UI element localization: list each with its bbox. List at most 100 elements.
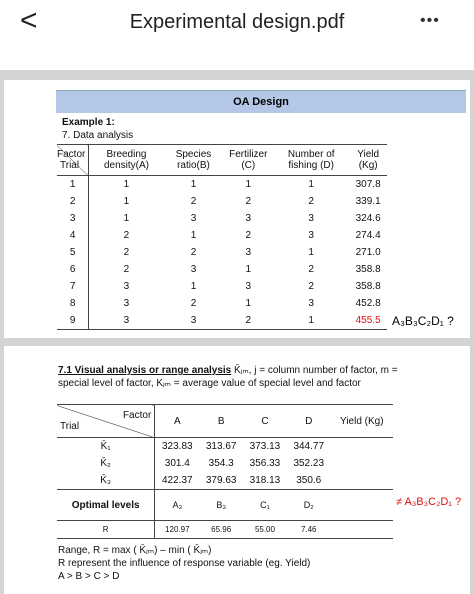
cell: 452.8 [355,298,381,309]
row: 4 2 1 2 3 274.4 [57,227,387,244]
cell: 356.33 [249,458,281,469]
cell: K̄₃ [57,472,156,490]
top-bar: < Experimental design.pdf ••• [0,0,474,70]
cell: 1 [123,179,130,190]
corner-bottom: Trial [60,421,80,432]
cell: 120.97 [154,520,200,539]
cell: 3 [245,281,252,292]
cell: 2 [308,281,314,292]
cell [330,520,393,539]
back-button[interactable]: < [20,4,38,37]
cell: K̄₂ [57,455,156,472]
cell: 7.46 [286,520,331,539]
slide: 7.1 Visual analysis or range analysis K̄… [4,346,470,594]
cell: 318.13 [249,475,281,486]
row: K̄₂ 301.4 354.3 356.33 352.23 [57,455,393,472]
cell: B₃ [199,489,244,521]
row: 5 2 2 3 1 271.0 [57,244,387,261]
range-table: Factor Trial A B C D Yield (Kg) K̄₁ 323.83 313.67… [57,404,393,539]
cell: 1 [190,230,197,241]
cell: 3 [57,210,90,227]
cell: 2 [190,247,197,258]
cell: D₂ [286,489,331,521]
cell: 354.3 [208,458,234,469]
annotation: A₃B₃C₂D₁ ? [392,314,454,328]
cell: 455.5 [349,312,387,330]
cell: 3 [308,213,314,224]
cell: 3 [163,312,224,330]
cell: 352.23 [293,458,325,469]
cell: 358.8 [355,264,381,275]
cell: 2 [123,264,130,275]
note: Range, R = max ( K̄ⱼₘ) – min ( K̄ⱼₘ) [58,545,212,556]
cell: 301.4 [164,458,190,469]
header-row: Factor Trial Breeding density(A) Species ra… [57,144,387,176]
cell: 3 [88,312,164,330]
row: 3 1 3 3 3 324.6 [57,210,387,227]
cell: 1 [123,213,130,224]
cell: 1 [308,247,314,258]
header-cell: Fertilizer (C) [223,144,274,176]
row: K̄₁ 323.83 313.67 373.13 344.77 [57,437,393,456]
header-cell: D [286,404,331,438]
corner-top: Factor [122,410,152,421]
cell: 65.96 [199,520,244,539]
cell: 422.37 [161,475,193,486]
note: A > B > C > D [58,571,120,582]
cell: 324.6 [355,213,381,224]
cell: 2 [223,312,274,330]
cell: 307.8 [355,179,381,190]
row: 1 1 1 1 1 307.8 [57,175,387,193]
corner-cell: Factor Trial [57,404,156,438]
cell [331,455,393,472]
cell: 1 [308,179,314,190]
cell: K̄₁ [57,437,156,455]
note: R represent the influence of response va… [58,558,311,569]
row: 2 1 2 2 2 339.1 [57,193,387,210]
cell: 5 [57,244,90,261]
row: Optimal levels A₃ B₃ C₁ D₂ [57,489,393,521]
cell: 3 [190,213,197,224]
cell: 3 [308,298,314,309]
cell: 2 [245,196,252,207]
cell: 313.67 [205,441,237,452]
row: 6 2 3 1 2 358.8 [57,261,387,278]
notes: Range, R = max ( K̄ⱼₘ) – min ( K̄ⱼₘ) R r… [58,544,310,583]
cell: 379.63 [205,475,237,486]
cell: 274.4 [355,230,381,241]
banner: OA Design [56,90,466,113]
cell: 1 [190,179,197,190]
cell: C₁ [243,489,287,521]
header-cell: A [154,404,200,438]
cell: 3 [123,298,130,309]
header-cell: Breeding density(A) [88,144,164,176]
data-table: Factor Trial Breeding density(A) Species ra… [57,144,387,330]
menu-button[interactable]: ••• [420,12,440,29]
cell: 2 [123,230,130,241]
cell: R [57,520,156,539]
cell: 4 [57,227,90,244]
cell: 344.77 [293,441,325,452]
corner-bottom: Trial [60,160,80,171]
cell [331,438,393,456]
header-row: Factor Trial A B C D Yield (Kg) [57,404,393,438]
cell: 3 [245,247,252,258]
cell: 2 [123,247,130,258]
row: 9 3 3 2 1 455.5 [57,312,387,330]
cell: 2 [190,196,197,207]
cell: 271.0 [355,247,381,258]
cell: 1 [57,175,90,193]
header-cell: Yield (Kg) [349,144,387,176]
corner-cell: Factor Trial [57,144,90,176]
header-cell: Species ratio(B) [163,144,224,176]
cell: 2 [57,193,90,210]
cell: 2 [190,298,197,309]
row: R 120.97 65.96 55.00 7.46 [57,520,393,539]
row: 8 3 2 1 3 452.8 [57,295,387,312]
header-cell: Yield (Kg) [330,404,393,438]
cell: 1 [245,298,252,309]
header-cell: Number of fishing (D) [273,144,350,176]
heading: 7.1 Visual analysis or range analysis [58,365,232,376]
cell: 339.1 [355,196,381,207]
